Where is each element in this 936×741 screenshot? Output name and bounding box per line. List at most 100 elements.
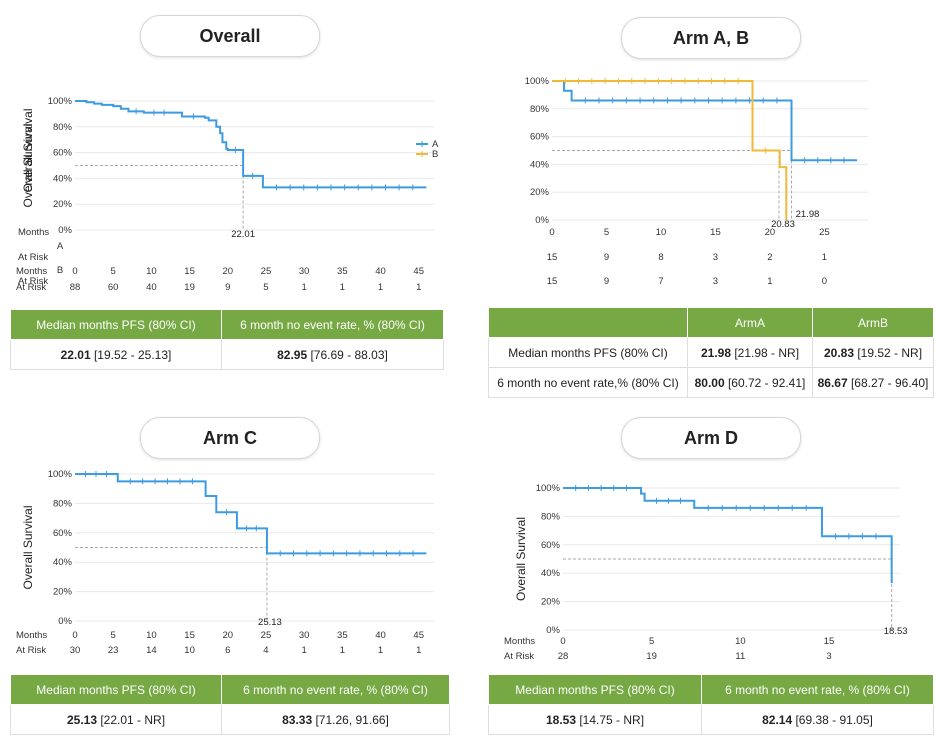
x-tick-label: 0: [549, 227, 554, 238]
armd-table: Median months PFS (80% CI) 6 month no ev…: [488, 674, 934, 735]
overall-title: Overall: [140, 15, 320, 57]
at-risk-value: 1: [378, 282, 383, 293]
at-risk-value: 9: [604, 276, 609, 287]
y-tick-label: 80%: [530, 104, 550, 115]
x-tick-label: 15: [184, 266, 195, 277]
median-label: 25.13: [258, 617, 282, 628]
at-risk-header: At Risk: [16, 645, 46, 656]
at-risk-value: 0: [822, 276, 827, 287]
at-risk-value: 30: [70, 645, 81, 656]
x-tick-label: 0: [72, 266, 77, 277]
at-risk-value: 3: [713, 252, 718, 263]
at-risk-value: 9: [225, 282, 230, 293]
x-tick-label: 25: [819, 227, 830, 238]
armab-armb-median: 20.83 [19.52 - NR]: [812, 337, 934, 368]
at-risk-value: 1: [822, 252, 827, 263]
armab-armb-rate: 86.67 [68.27 - 96.40]: [812, 367, 934, 398]
survival-curve-A: [552, 80, 858, 162]
armc-table: Median months PFS (80% CI) 6 month no ev…: [10, 674, 450, 735]
y-axis-label: Overall Survival: [514, 517, 528, 601]
at-risk-header: At Risk: [18, 252, 48, 263]
y-tick-label: 40%: [53, 557, 73, 568]
y-tick-label: 100%: [48, 469, 73, 480]
y-axis-label: Overall Survival: [21, 505, 35, 589]
x-tick-label: 0: [72, 630, 77, 641]
x-tick-label: 15: [710, 227, 721, 238]
x-tick-label: 25: [261, 266, 272, 277]
y-tick-label: 100%: [48, 96, 73, 107]
armc-median-cell: 25.13 [22.01 - NR]: [10, 704, 222, 735]
y-tick-label: 60%: [53, 148, 73, 159]
at-risk-value: 10: [184, 645, 195, 656]
at-risk-header: At Risk: [504, 651, 534, 662]
armc-header-rate: 6 month no event rate, % (80% CI): [221, 674, 450, 705]
at-risk-value: 19: [184, 282, 195, 293]
at-risk-value: 40: [146, 282, 157, 293]
median-label: 22.01: [231, 229, 255, 240]
y-tick-label: 20%: [53, 587, 73, 598]
survival-curve-overall: [75, 473, 427, 555]
armab-arma-rate: 80.00 [60.72 - 92.41]: [687, 367, 813, 398]
x-tick-label: 15: [184, 630, 195, 641]
y-tick-label: 60%: [530, 132, 550, 143]
y-tick-label: 40%: [530, 159, 550, 170]
at-risk-value: 2: [767, 252, 772, 263]
x-tick-label: 10: [735, 636, 746, 647]
at-risk-value: 1: [378, 645, 383, 656]
x-tick-label: 0: [560, 636, 565, 647]
x-tick-label: 5: [649, 636, 654, 647]
x-tick-label: 45: [413, 630, 424, 641]
armc-header-median: Median months PFS (80% CI): [10, 674, 222, 705]
armd-title: Arm D: [621, 417, 801, 459]
y-axis-label: Overall Survival: [21, 108, 35, 192]
at-risk-value: 88: [70, 282, 81, 293]
x-tick-label: 20: [765, 227, 776, 238]
y-tick-label: 80%: [53, 498, 73, 509]
x-tick-label: 10: [146, 630, 157, 641]
x-tick-label: 20: [222, 630, 233, 641]
armd-median-cell: 18.53 [14.75 - NR]: [488, 704, 702, 735]
x-tick-label: 35: [337, 266, 348, 277]
at-risk-value: 8: [658, 252, 663, 263]
at-risk-value: 1: [416, 282, 421, 293]
at-risk-header: At Risk: [16, 282, 46, 293]
at-risk-header: At Risk: [18, 276, 48, 287]
at-risk-value: 7: [658, 276, 663, 287]
at-risk-value: 4: [263, 645, 268, 656]
at-risk-value: 9: [604, 252, 609, 263]
x-tick-label: 30: [299, 266, 310, 277]
at-risk-value: 5: [263, 282, 268, 293]
at-risk-value: 3: [713, 276, 718, 287]
armab-chart: 0% 20% 40% 60% 80% 100% Overall Survival 21.98 2…: [18, 60, 936, 300]
overall-rate-cell: 82.95 [76.69 - 88.03]: [221, 339, 444, 370]
risk-group-label: A: [57, 241, 64, 252]
x-tick-label: 15: [824, 636, 835, 647]
x-tick-label: 5: [111, 266, 116, 277]
armd-rate-cell: 82.14 [69.38 - 91.05]: [701, 704, 934, 735]
months-header: Months: [504, 636, 535, 647]
overall-header-median: Median months PFS (80% CI): [10, 309, 222, 340]
at-risk-value: 11: [735, 651, 745, 662]
at-risk-value: 3: [826, 651, 831, 662]
y-axis-label: Overall Survival: [21, 123, 35, 207]
x-tick-label: 30: [299, 630, 310, 641]
at-risk-value: 15: [547, 276, 558, 287]
at-risk-value: 28: [558, 651, 569, 662]
median-label: 20.83: [771, 219, 795, 230]
x-tick-label: 45: [413, 266, 424, 277]
x-tick-label: 25: [261, 630, 272, 641]
at-risk-value: 1: [340, 645, 345, 656]
y-tick-label: 60%: [53, 528, 73, 539]
at-risk-value: 14: [146, 645, 157, 656]
x-tick-label: 35: [337, 630, 348, 641]
y-tick-label: 40%: [541, 568, 561, 579]
y-tick-label: 0%: [546, 625, 560, 636]
survival-curve-overall: [563, 487, 893, 584]
armc-rate-cell: 83.33 [71.26, 91.66]: [221, 704, 450, 735]
y-tick-label: 0%: [58, 616, 72, 627]
x-tick-label: 40: [375, 630, 386, 641]
y-tick-label: 0%: [535, 215, 549, 226]
legend-label-A: A: [432, 139, 439, 150]
y-tick-label: 80%: [541, 511, 561, 522]
x-tick-label: 5: [604, 227, 609, 238]
